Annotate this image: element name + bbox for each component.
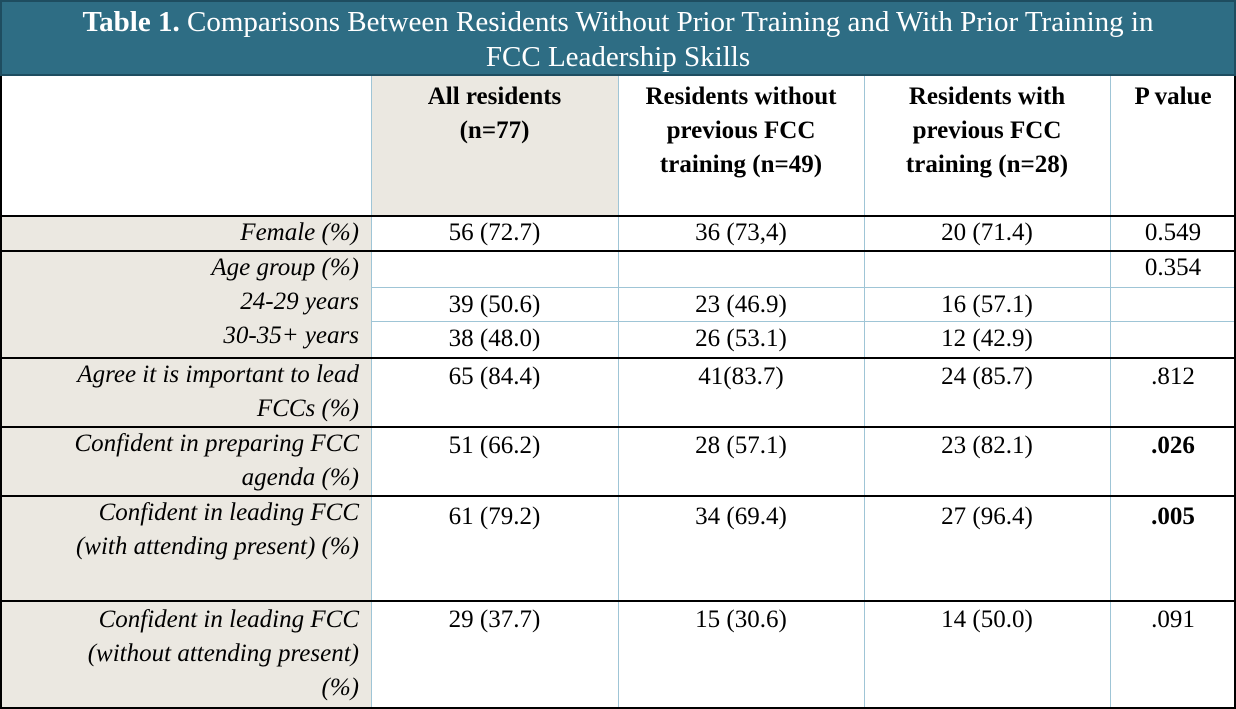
row-label-age-24-29: 24-29 years <box>240 288 359 315</box>
data-table: All residents (n=77) Residents without p… <box>0 76 1236 709</box>
cell-age-30-35-with: 12 (42.9) <box>941 325 1033 352</box>
row-divider-header <box>0 215 1236 217</box>
grid-vline-2 <box>618 76 619 709</box>
row-label-important: Agree it is important to lead FCCs (%) <box>0 358 371 427</box>
header-with-line-1: Residents with <box>908 83 1066 110</box>
cell-age-24-29-with: 16 (57.1) <box>941 291 1033 318</box>
row-label-leading-with: Confident in leading FCC (with attending… <box>0 496 371 601</box>
row-label-leading-without: Confident in leading FCC (without attend… <box>0 601 371 709</box>
row-divider-leading-with <box>0 600 1236 602</box>
header-p-value-text: P value <box>1134 83 1212 110</box>
cell-leading-without-all: 29 (37.7) <box>448 606 541 633</box>
cell-female-without: 36 (73,4) <box>695 219 787 246</box>
row-label-leading-with-line-1: Confident in leading FCC <box>98 499 359 526</box>
header-all-residents: All residents (n=77) <box>371 76 618 216</box>
caption-line-1: Table 1. Comparisons Between Residents W… <box>2 5 1234 40</box>
cell-female-p: 0.549 <box>1144 219 1202 246</box>
row-divider-agenda <box>0 495 1236 497</box>
cell-agenda-without: 28 (57.1) <box>695 432 787 459</box>
cell-important-p: .812 <box>1151 363 1195 390</box>
cell-age-30-35-without: 26 (53.1) <box>695 325 787 352</box>
cell-female-all: 56 (72.7) <box>448 219 541 246</box>
cell-agenda-all: 51 (66.2) <box>448 432 541 459</box>
row-divider-female <box>0 250 1236 252</box>
table-number: Table 1. <box>82 6 180 38</box>
header-without-line-3: training (n=49) <box>659 151 823 178</box>
cell-important-all: 65 (84.4) <box>448 363 541 390</box>
row-divider-important <box>0 426 1236 428</box>
grid-hline-age-24 <box>371 287 1236 288</box>
row-label-important-line-2: FCCs (%) <box>256 395 359 422</box>
cell-important-with: 24 (85.7) <box>941 363 1033 390</box>
row-label-age-group: Age group (%) 24-29 years 30-35+ years <box>0 251 371 358</box>
cell-age-group-p: 0.354 <box>1144 254 1202 281</box>
row-label-leading-without-line-1: Confident in leading FCC <box>98 606 359 633</box>
cell-leading-with-without: 34 (69.4) <box>695 503 787 530</box>
cell-agenda-p: .026 <box>1151 432 1195 459</box>
header-with-training: Residents with previous FCC training (n=… <box>864 76 1110 216</box>
grid-vline-4 <box>1110 76 1111 709</box>
table-border-bottom <box>0 707 1236 709</box>
header-stub-cell <box>0 76 371 216</box>
cell-leading-with-all: 61 (79.2) <box>448 503 541 530</box>
cell-agenda-with: 23 (82.1) <box>941 432 1033 459</box>
row-label-agenda: Confident in preparing FCC agenda (%) <box>0 427 371 496</box>
header-with-line-2: previous FCC <box>912 117 1062 144</box>
row-label-agenda-line-2: agenda (%) <box>241 464 359 491</box>
header-with-line-3: training (n=28) <box>905 151 1069 178</box>
row-label-age-30-35: 30-35+ years <box>223 322 359 349</box>
grid-vline-3 <box>864 76 865 709</box>
header-all-line-2: (n=77) <box>459 117 530 144</box>
caption-title-1: Comparisons Between Residents Without Pr… <box>186 6 1154 38</box>
row-label-female-text: Female (%) <box>240 219 359 246</box>
row-label-leading-without-line-2: (without attending present) <box>87 640 359 667</box>
grid-hline-age-30 <box>371 321 1236 322</box>
header-p-value: P value <box>1110 76 1236 216</box>
header-without-line-1: Residents without <box>645 83 837 110</box>
grid-vline-1 <box>371 76 372 709</box>
cell-leading-without-without: 15 (30.6) <box>695 606 787 633</box>
header-all-line-1: All residents <box>427 83 562 110</box>
row-label-important-line-1: Agree it is important to lead <box>77 361 359 388</box>
table-border-left <box>0 76 2 709</box>
row-label-leading-with-line-2: (with attending present) (%) <box>75 533 359 560</box>
row-label-leading-without-line-3: (%) <box>321 674 359 701</box>
cell-age-24-29-all: 39 (50.6) <box>448 291 541 318</box>
header-without-line-2: previous FCC <box>666 117 816 144</box>
row-label-age-group-text: Age group (%) <box>211 254 359 281</box>
row-label-female: Female (%) <box>0 216 371 251</box>
cell-important-without: 41(83.7) <box>698 363 784 390</box>
cell-age-24-29-without: 23 (46.9) <box>695 291 787 318</box>
cell-leading-without-with: 14 (50.0) <box>941 606 1033 633</box>
cell-age-30-35-all: 38 (48.0) <box>448 325 541 352</box>
cell-leading-with-p: .005 <box>1151 503 1195 530</box>
row-divider-age <box>0 357 1236 359</box>
row-label-agenda-line-1: Confident in preparing FCC <box>74 430 360 457</box>
cell-female-with: 20 (71.4) <box>941 219 1033 246</box>
cell-leading-with-with: 27 (96.4) <box>941 503 1033 530</box>
cell-leading-without-p: .091 <box>1151 606 1195 633</box>
table-caption: Table 1. Comparisons Between Residents W… <box>0 0 1236 76</box>
table-border-right <box>1234 76 1236 709</box>
caption-title-2: FCC Leadership Skills <box>485 41 751 73</box>
header-without-training: Residents without previous FCC training … <box>618 76 864 216</box>
